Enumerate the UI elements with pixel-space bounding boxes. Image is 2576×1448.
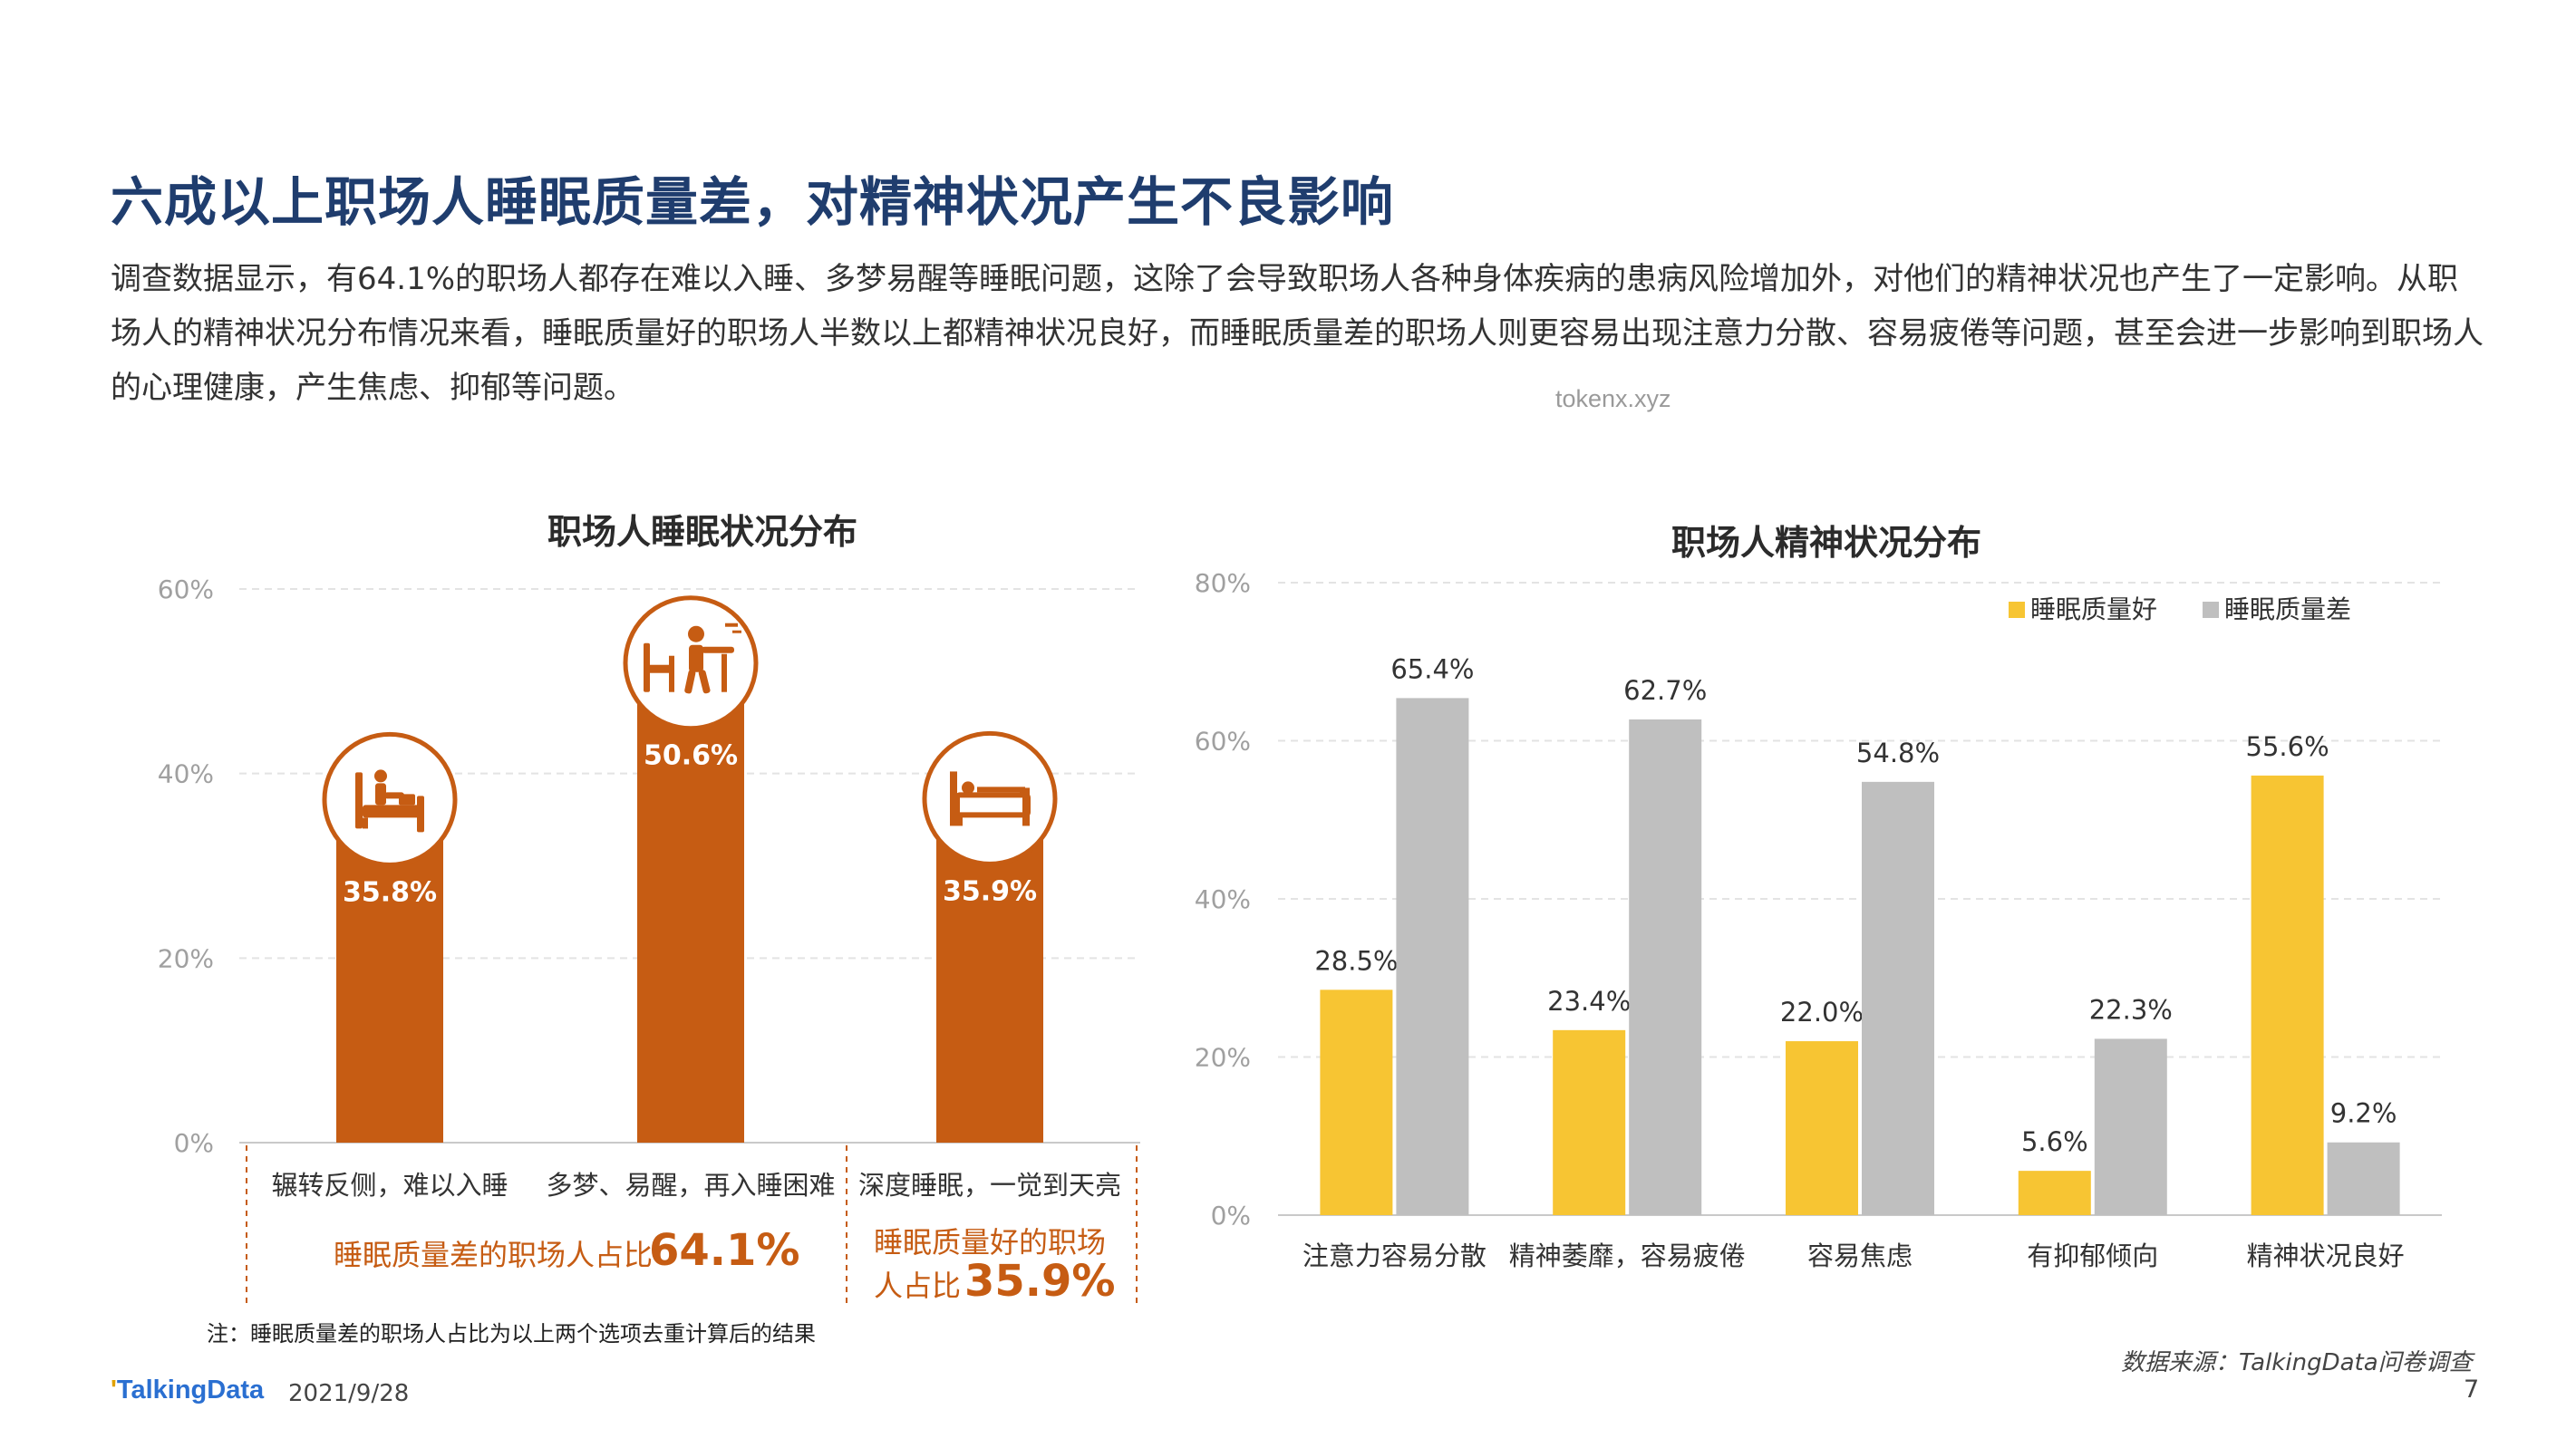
sleep-bar: [336, 812, 443, 1143]
mental-bar-value-label: 5.6%: [2021, 1126, 2088, 1157]
mental-bar-value-label: 62.7%: [1623, 675, 1707, 706]
poor-sleep-bar: [2094, 1038, 2167, 1215]
sleep-y-tick-label: 20%: [158, 943, 214, 973]
sleep-y-tick-label: 40%: [158, 759, 214, 789]
legend-label-good: 睡眠质量好: [2030, 594, 2157, 624]
page-title: 六成以上职场人睡眠质量差，对精神状况产生不良影响: [111, 171, 1395, 233]
legend-label-poor: 睡眠质量差: [2224, 594, 2351, 624]
sleep-bar-value-label: 35.8%: [343, 876, 437, 908]
mental-bar-value-label: 22.0%: [1780, 997, 1864, 1028]
talkingdata-logo: 'TalkingData: [111, 1376, 264, 1405]
mental-bar-value-label: 54.8%: [1856, 738, 1940, 768]
watermark: tokenx.xyz: [1555, 385, 1671, 412]
sleep-chart: 0% 20% 40% 60% 35.8% 50.6% 35.9% 辗转反侧，难以入睡 多梦、…: [158, 574, 1140, 1307]
good-sleep-share-label-line1: 睡眠质量好的职场: [874, 1225, 1106, 1260]
mental-y-tick-label: 20%: [1195, 1043, 1251, 1073]
mental-category-label: 精神状况良好: [2247, 1240, 2405, 1271]
poor-sleep-share-label: 睡眠质量差的职场人占比: [334, 1238, 653, 1272]
good-sleep-share-label-line2: 人占比: [874, 1269, 961, 1303]
sleep-category-label: 辗转反侧，难以入睡: [271, 1170, 508, 1201]
footnote: 注：睡眠质量差的职场人占比为以上两个选项去重计算后的结果: [207, 1321, 816, 1347]
good-sleep-bar: [2251, 775, 2324, 1215]
page-number: 7: [2464, 1376, 2480, 1404]
mental-y-tick-label: 0%: [1211, 1201, 1251, 1231]
mental-bar-value-label: 9.2%: [2330, 1098, 2397, 1129]
mental-chart-legend: 睡眠质量好 睡眠质量差: [2009, 594, 2351, 624]
sleep-chart-title: 职场人睡眠状况分布: [547, 512, 858, 552]
poor-sleep-bar: [1629, 719, 1702, 1215]
mental-chart: 0% 20% 40% 60% 80% 28.5% 65.4% 23.4% 62.7% 22.0%…: [1195, 568, 2442, 1271]
mental-chart-title: 职场人精神状况分布: [1671, 523, 1982, 563]
legend-swatch-good: [2009, 602, 2025, 618]
good-sleep-share-value: 35.9%: [964, 1256, 1116, 1307]
sitting-in-bed-icon: [322, 731, 458, 867]
legend-swatch-poor: [2203, 602, 2219, 618]
poor-sleep-bar: [1396, 698, 1469, 1215]
logo-text: TalkingData: [116, 1376, 265, 1405]
sleep-chart-y-ticks: 0% 20% 40% 60%: [158, 574, 214, 1158]
sleep-category-label: 多梦、易醒，再入睡困难: [546, 1170, 835, 1201]
mental-bar-value-label: 55.6%: [2246, 731, 2329, 762]
sleeping-in-bed-icon: [922, 730, 1058, 866]
logo-prefix: ': [111, 1376, 117, 1405]
good-sleep-bar: [1320, 989, 1393, 1215]
report-date: 2021/9/28: [288, 1380, 410, 1407]
mental-chart-grid: [1278, 582, 2442, 1058]
good-sleep-bar: [1553, 1029, 1626, 1215]
sleep-bar: [936, 811, 1043, 1143]
mental-y-tick-label: 40%: [1195, 884, 1251, 914]
mental-bar-value-label: 22.3%: [2089, 994, 2173, 1025]
good-sleep-bar: [2018, 1171, 2091, 1215]
mental-bar-value-label: 65.4%: [1390, 653, 1474, 684]
good-sleep-bar: [1786, 1041, 1858, 1215]
mental-category-label: 容易焦虑: [1807, 1240, 1913, 1271]
sleep-bar: [637, 675, 744, 1143]
mental-bar-value-label: 28.5%: [1314, 945, 1398, 976]
poor-sleep-share-value: 64.1%: [649, 1225, 800, 1276]
sleep-bar-value-label: 50.6%: [644, 740, 738, 772]
mental-category-label: 注意力容易分散: [1303, 1240, 1487, 1271]
mental-category-label: 精神萎靡，容易疲倦: [1509, 1240, 1746, 1271]
mental-chart-y-ticks: 0% 20% 40% 60% 80%: [1195, 568, 1251, 1231]
poor-sleep-bar: [2327, 1142, 2400, 1215]
sleep-y-tick-label: 0%: [174, 1128, 214, 1158]
sleep-y-tick-label: 60%: [158, 574, 214, 604]
data-source: 数据来源：TalkingData问卷调查: [2121, 1349, 2473, 1376]
mental-y-tick-label: 80%: [1195, 568, 1251, 598]
mental-category-label: 有抑郁倾向: [2027, 1240, 2158, 1271]
poor-sleep-bar: [1862, 781, 1934, 1215]
sleep-category-label: 深度睡眠，一觉到天亮: [858, 1170, 1121, 1201]
page-description: 调查数据显示，有64.1%的职场人都存在难以入睡、多梦易醒等睡眠问题，这除了会导…: [111, 261, 2484, 406]
sleep-bar-value-label: 35.9%: [943, 875, 1037, 907]
mental-y-tick-label: 60%: [1195, 727, 1251, 757]
mental-bar-value-label: 23.4%: [1547, 986, 1631, 1017]
